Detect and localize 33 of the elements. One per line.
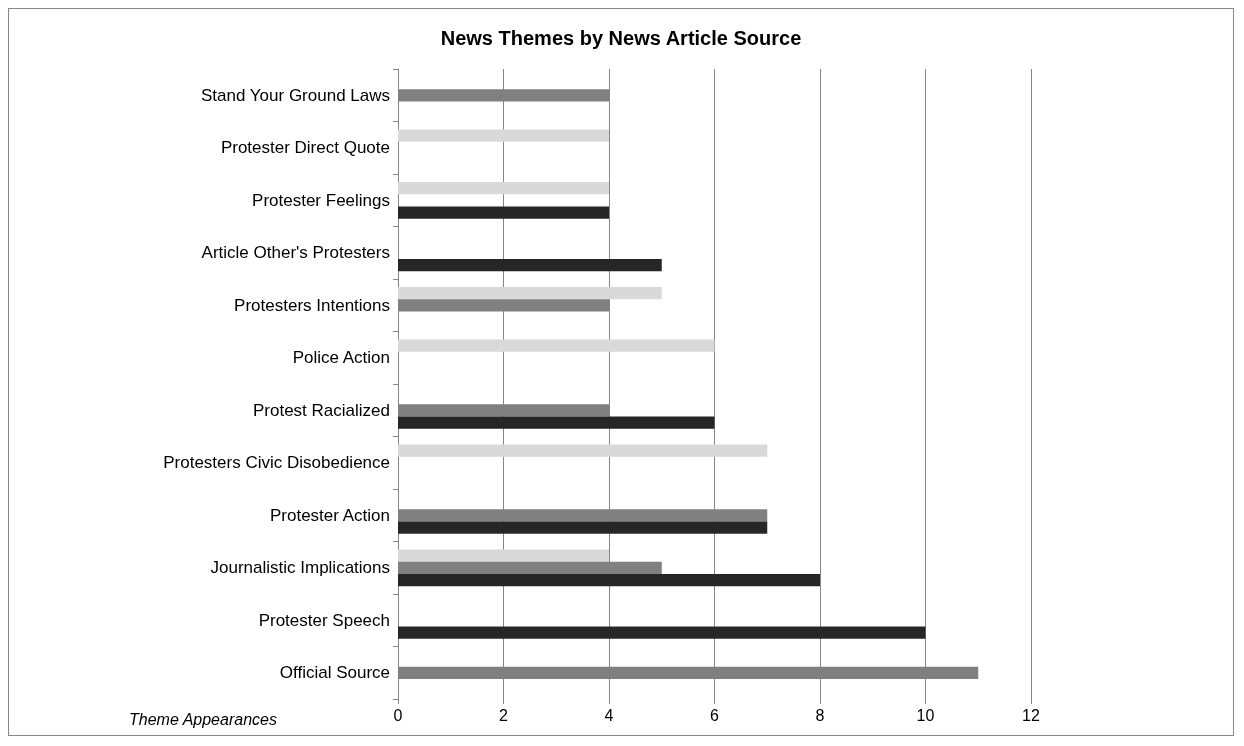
bar <box>398 129 609 142</box>
y-tick-label: Protesters Civic Disobedience <box>163 453 390 473</box>
y-tick-label: Official Source <box>279 663 390 683</box>
chart-title: News Themes by News Article Source <box>440 27 802 49</box>
bar <box>398 206 609 219</box>
y-tick-label: Police Action <box>292 348 390 368</box>
bar <box>398 286 662 300</box>
y-tick-label: Protester Direct Quote <box>220 138 390 158</box>
x-tick-label: 2 <box>499 706 509 724</box>
bar <box>398 339 715 352</box>
bar <box>398 549 609 562</box>
y-tick-label: Protester Action <box>269 505 390 525</box>
bar <box>398 626 926 639</box>
x-tick-label: 4 <box>604 706 614 724</box>
x-tick-label: 10 <box>916 706 935 724</box>
y-tick-label: Protest Racialized <box>252 400 390 420</box>
x-tick-label: 0 <box>393 706 403 724</box>
bar <box>398 258 662 272</box>
bar <box>398 181 609 195</box>
bar <box>398 444 768 457</box>
y-tick-label: Protesters Intentions <box>234 295 390 315</box>
x-tick-label: 12 <box>1022 706 1040 724</box>
x-tick-label: 6 <box>710 706 720 724</box>
bar <box>398 416 715 429</box>
y-tick-label: Stand Your Ground Laws <box>200 85 390 105</box>
bar <box>398 521 768 534</box>
y-tick-label: Protester Speech <box>258 610 390 630</box>
y-tick-label: Article Other's Protesters <box>201 243 390 263</box>
y-tick-label: Journalistic Implications <box>210 558 390 578</box>
y-tick-label: Protester Feelings <box>252 190 390 210</box>
bar <box>398 573 820 587</box>
x-axis-title: Theme Appearances <box>129 710 277 728</box>
x-tick-label: 8 <box>815 706 825 724</box>
